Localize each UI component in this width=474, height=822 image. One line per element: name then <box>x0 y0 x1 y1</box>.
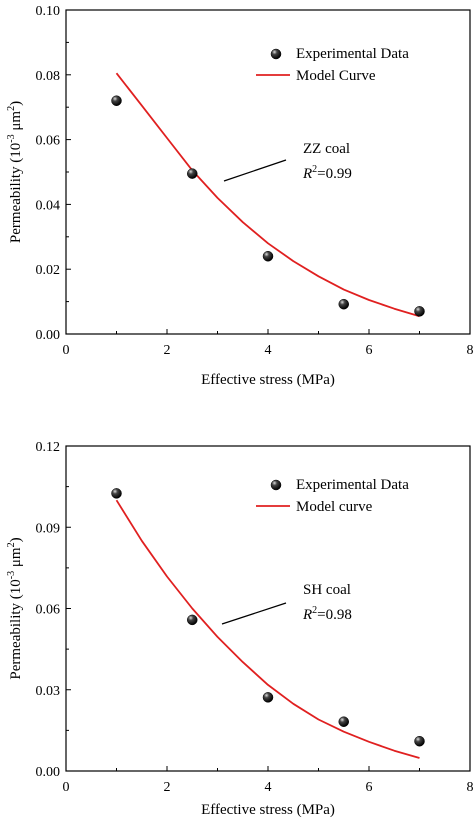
y-tick-label: 0.12 <box>36 440 61 455</box>
y-label-part: Permeability (10 <box>8 143 24 243</box>
legend-label-line: Model Curve <box>296 68 376 84</box>
x-tick-label: 6 <box>366 780 373 795</box>
x-axis-label: Effective stress (MPa) <box>201 372 335 388</box>
legend-label-line: Model curve <box>296 499 373 515</box>
r2-sup: 2 <box>312 164 317 175</box>
x-tick-label: 4 <box>265 343 272 358</box>
y-label-sup: 2 <box>6 542 17 547</box>
data-point <box>338 716 349 727</box>
x-tick-label: 2 <box>164 343 171 358</box>
y-label-part: ) <box>8 101 24 106</box>
data-point <box>111 95 122 106</box>
x-tick-label: 6 <box>366 343 373 358</box>
y-label-sup: -3 <box>6 134 17 142</box>
y-label-part: ) <box>8 537 24 542</box>
r2-symbol: R <box>302 166 312 182</box>
annotation-coal-label: ZZ coal <box>303 141 350 157</box>
r2-value: =0.99 <box>317 166 352 182</box>
legend-marker-points <box>270 479 282 491</box>
plot-frame <box>65 9 471 335</box>
annotation-pointer-line <box>223 159 287 182</box>
y-label-part: μm <box>8 547 24 571</box>
data-point <box>262 250 274 262</box>
model-curve-line <box>115 72 420 318</box>
r2-symbol: R <box>302 607 312 623</box>
chart-zz-coal: 0 2 4 6 8 0.00 0.02 0.04 0.06 0.08 0.10 Effective s… <box>6 4 474 388</box>
legend-label-points: Experimental Data <box>296 46 409 62</box>
data-point <box>414 735 425 747</box>
y-label-sup: -3 <box>6 571 17 579</box>
y-tick-label: 0.06 <box>36 603 61 618</box>
y-label-sup: 2 <box>6 106 17 111</box>
data-point <box>187 168 198 179</box>
x-tick-label: 4 <box>265 780 272 795</box>
annotation-pointer-line <box>221 602 287 625</box>
y-tick-label: 0.08 <box>36 69 61 84</box>
x-tick-label: 2 <box>164 780 171 795</box>
legend-label-points: Experimental Data <box>296 477 409 493</box>
y-tick-label: 0.10 <box>36 4 61 19</box>
x-tick-label: 0 <box>63 343 70 358</box>
r2-value: =0.98 <box>317 607 352 623</box>
data-point <box>414 306 425 317</box>
legend-marker-points <box>270 48 282 60</box>
y-tick-label: 0.06 <box>36 134 61 149</box>
annotation-r2: R2=0.99 <box>302 164 352 182</box>
y-tick-label: 0.02 <box>36 263 61 278</box>
annotation-coal-label: SH coal <box>303 582 351 598</box>
x-axis-label: Effective stress (MPa) <box>201 802 335 818</box>
annotation-r2: R2=0.98 <box>302 605 352 623</box>
r2-sup: 2 <box>312 605 317 616</box>
data-point <box>338 298 349 310</box>
model-curve-line <box>115 499 420 759</box>
y-tick-label: 0.00 <box>36 765 61 780</box>
chart-sh-coal: 0 2 4 6 8 0.00 0.03 0.06 0.09 0.12 Effective stres… <box>6 440 474 818</box>
data-point <box>187 614 198 626</box>
y-label-part: Permeability (10 <box>8 579 24 679</box>
data-point <box>262 692 274 703</box>
y-tick-label: 0.04 <box>36 198 61 213</box>
y-axis-label: Permeability (10-3 μm2) <box>6 101 24 243</box>
y-label-part: μm <box>8 111 24 135</box>
y-axis-label: Permeability (10-3 μm2) <box>6 537 24 679</box>
x-tick-label: 0 <box>63 780 70 795</box>
y-tick-label: 0.00 <box>36 328 61 343</box>
x-tick-label: 8 <box>467 780 474 795</box>
x-tick-label: 8 <box>467 343 474 358</box>
data-point <box>111 488 122 499</box>
y-tick-label: 0.03 <box>36 684 61 699</box>
y-tick-label: 0.09 <box>36 521 61 536</box>
